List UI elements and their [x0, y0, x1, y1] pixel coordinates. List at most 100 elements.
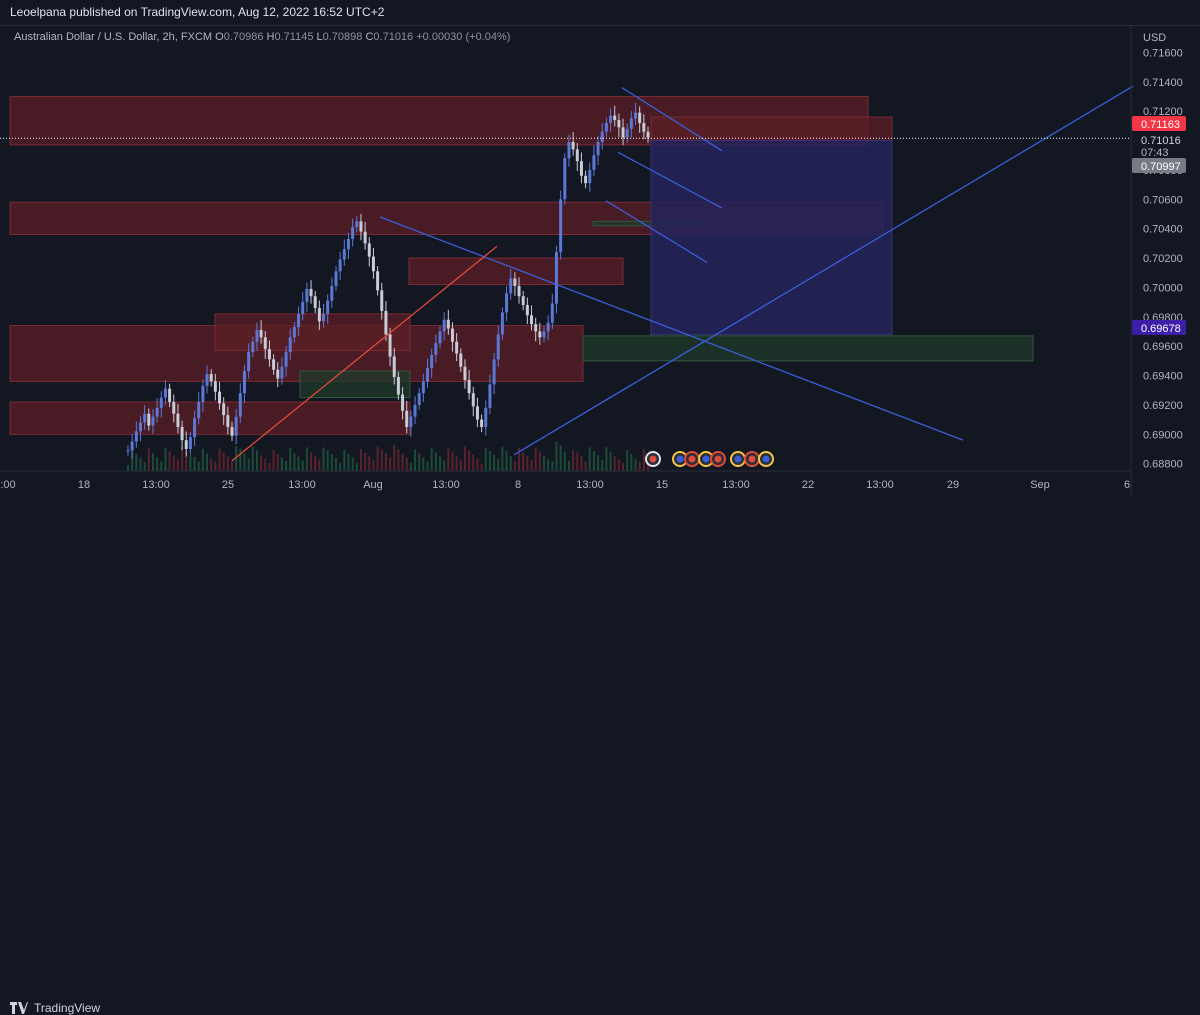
candle-body[interactable] [160, 398, 163, 408]
candle-body[interactable] [347, 239, 350, 249]
symbol-title[interactable]: Australian Dollar / U.S. Dollar, 2h, FXC… [14, 31, 212, 43]
candle-body[interactable] [605, 123, 608, 132]
candle-body[interactable] [409, 417, 412, 427]
candle-body[interactable] [214, 381, 217, 391]
candle-body[interactable] [264, 337, 267, 349]
candle-body[interactable] [197, 402, 200, 418]
candle-body[interactable] [326, 301, 329, 314]
candle-body[interactable] [364, 232, 367, 244]
candle-body[interactable] [314, 296, 317, 308]
candle-body[interactable] [576, 149, 579, 161]
candle-body[interactable] [505, 293, 508, 312]
candle-body[interactable] [285, 352, 288, 367]
candle-body[interactable] [339, 260, 342, 272]
candle-body[interactable] [626, 129, 629, 138]
candle-body[interactable] [418, 393, 421, 405]
candle-body[interactable] [526, 305, 529, 315]
candle-body[interactable] [368, 243, 371, 256]
candle-body[interactable] [493, 359, 496, 384]
candle-body[interactable] [355, 221, 358, 227]
candle-body[interactable] [405, 411, 408, 427]
candle-body[interactable] [488, 384, 491, 407]
candle-body[interactable] [509, 279, 512, 294]
candle-body[interactable] [359, 221, 362, 231]
candle-body[interactable] [297, 314, 300, 327]
candle-body[interactable] [630, 119, 633, 129]
candle-body[interactable] [522, 296, 525, 305]
candle-body[interactable] [613, 116, 616, 120]
candle-body[interactable] [330, 286, 333, 301]
candle-body[interactable] [276, 370, 279, 379]
candle-body[interactable] [318, 308, 321, 321]
candle-body[interactable] [168, 389, 171, 402]
candle-body[interactable] [617, 120, 620, 127]
candle-body[interactable] [393, 356, 396, 377]
candle-body[interactable] [647, 132, 650, 138]
candle-body[interactable] [601, 132, 604, 142]
candle-body[interactable] [210, 374, 213, 381]
candle-body[interactable] [164, 389, 167, 398]
candle-body[interactable] [484, 408, 487, 427]
candle-body[interactable] [143, 414, 146, 423]
candle-body[interactable] [480, 420, 483, 427]
candle-body[interactable] [151, 417, 154, 426]
candle-body[interactable] [206, 374, 209, 386]
candle-body[interactable] [414, 405, 417, 417]
candle-body[interactable] [268, 349, 271, 359]
candle-body[interactable] [293, 327, 296, 337]
candle-body[interactable] [513, 279, 516, 286]
candlestick-chart[interactable]: USD0.716000.714000.712000.710000.708000.… [0, 26, 1200, 497]
candle-body[interactable] [547, 323, 550, 332]
candle-body[interactable] [401, 395, 404, 411]
candle-body[interactable] [389, 334, 392, 356]
green-zone[interactable] [583, 336, 1033, 361]
candle-body[interactable] [185, 440, 188, 449]
candle-body[interactable] [443, 320, 446, 332]
candle-body[interactable] [459, 354, 462, 367]
candle-body[interactable] [397, 377, 400, 395]
candle-body[interactable] [127, 450, 130, 451]
candle-body[interactable] [247, 352, 250, 371]
candle-body[interactable] [592, 155, 595, 170]
candle-body[interactable] [172, 402, 175, 414]
candle-body[interactable] [255, 330, 258, 342]
red-zone[interactable] [215, 314, 410, 351]
candle-body[interactable] [147, 414, 150, 426]
candle-body[interactable] [222, 403, 225, 415]
candle-body[interactable] [376, 271, 379, 290]
candle-body[interactable] [572, 142, 575, 149]
candle-body[interactable] [597, 142, 600, 155]
candle-body[interactable] [497, 334, 500, 359]
candle-body[interactable] [534, 324, 537, 331]
candle-body[interactable] [638, 113, 641, 123]
candle-body[interactable] [559, 199, 562, 252]
candle-body[interactable] [439, 331, 442, 343]
candle-body[interactable] [226, 415, 229, 427]
candle-body[interactable] [305, 289, 308, 302]
candle-body[interactable] [189, 437, 192, 449]
candle-body[interactable] [239, 393, 242, 416]
candle-body[interactable] [260, 330, 263, 337]
red-zone[interactable] [10, 402, 410, 434]
candle-body[interactable] [322, 314, 325, 321]
candle-body[interactable] [434, 343, 437, 355]
candle-body[interactable] [609, 116, 612, 123]
tradingview-logo[interactable]: TradingView [10, 1001, 100, 1015]
candle-body[interactable] [351, 227, 354, 239]
candle-body[interactable] [135, 431, 138, 441]
candle-body[interactable] [426, 368, 429, 381]
candle-body[interactable] [455, 342, 458, 354]
candle-body[interactable] [272, 359, 275, 369]
candle-body[interactable] [451, 329, 454, 342]
chart-area[interactable]: USD0.716000.714000.712000.710000.708000.… [0, 25, 1200, 498]
candle-body[interactable] [181, 427, 184, 440]
candle-body[interactable] [634, 113, 637, 119]
candle-body[interactable] [563, 158, 566, 199]
candle-body[interactable] [422, 381, 425, 393]
candle-body[interactable] [530, 315, 533, 324]
candle-body[interactable] [551, 304, 554, 323]
candle-body[interactable] [193, 418, 196, 437]
candle-body[interactable] [380, 290, 383, 311]
candle-body[interactable] [235, 417, 238, 436]
candle-body[interactable] [476, 406, 479, 419]
